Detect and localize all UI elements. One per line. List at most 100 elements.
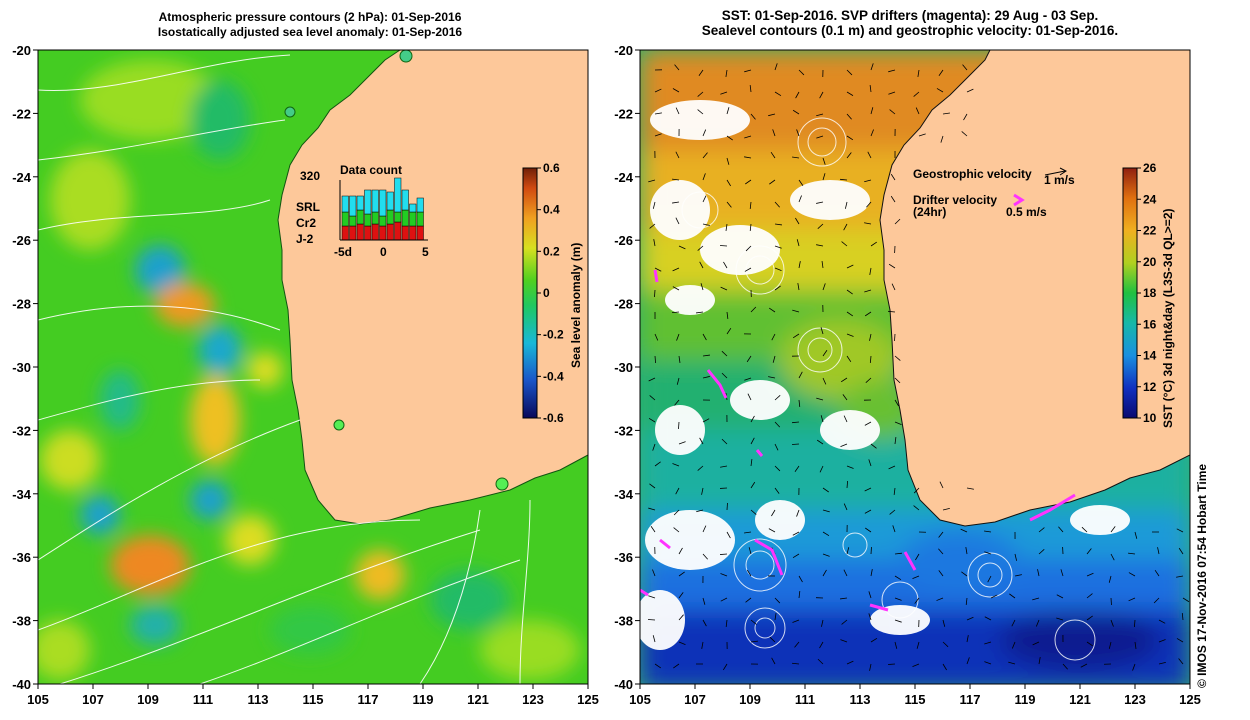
count-bar-segment — [409, 203, 417, 213]
colorbar-tick-label: -0.2 — [543, 328, 564, 342]
velocity-arrow — [1032, 641, 1040, 646]
velocity-arrow — [1181, 612, 1184, 621]
velocity-arrow — [894, 641, 898, 649]
velocity-arrow — [938, 531, 944, 538]
y-tick-label: -40 — [12, 677, 31, 692]
count-bar-segment — [409, 211, 417, 227]
velocity-arrow — [816, 135, 824, 139]
velocity-arrow — [648, 417, 656, 423]
y-tick-label: -20 — [614, 43, 633, 58]
count-bar-segment — [371, 211, 379, 225]
right-map — [640, 50, 1190, 684]
velocity-arrow — [1038, 657, 1041, 665]
right-map-title: SST: 01-Sep-2016. SVP drifters (magenta)… — [640, 8, 1180, 38]
velocity-arrow — [653, 239, 656, 247]
velocity-arrow — [652, 443, 656, 451]
velocity-arrow — [869, 663, 872, 671]
velocity-arrow — [1128, 572, 1136, 577]
colorbar-tick-label: 24 — [1143, 192, 1157, 206]
velocity-arrow — [894, 619, 902, 623]
velocity-arrow — [889, 509, 896, 515]
x-tick-label: 123 — [522, 692, 544, 707]
velocity-arrow — [987, 575, 992, 583]
velocity-arrow — [846, 333, 854, 337]
velocity-arrow — [700, 283, 704, 291]
x-tick-label: 119 — [413, 692, 434, 707]
velocity-arrow — [1132, 663, 1136, 671]
velocity-arrow — [1134, 531, 1138, 539]
velocity-arrow — [1086, 641, 1094, 647]
velocity-arrow — [771, 509, 776, 517]
velocity-arrow — [839, 178, 848, 181]
velocity-arrow — [720, 91, 728, 95]
y-tick-label: -40 — [614, 677, 633, 692]
velocity-arrow — [821, 261, 824, 269]
velocity-arrow — [795, 91, 800, 99]
velocity-arrow — [701, 487, 704, 495]
count-bar-segment — [364, 225, 372, 241]
velocity-arrow — [723, 261, 728, 269]
count-bar-segment — [394, 177, 402, 213]
velocity-arrow — [744, 156, 752, 159]
velocity-arrow — [894, 437, 897, 445]
y-tick-label: -26 — [12, 233, 31, 248]
velocity-arrow — [750, 619, 757, 625]
velocity-arrow — [771, 657, 776, 665]
velocity-arrow — [771, 333, 776, 341]
velocity-arrow — [819, 91, 824, 99]
velocity-arrow — [840, 639, 848, 643]
velocity-arrow — [678, 641, 686, 646]
count-bar-segment — [371, 189, 379, 213]
legend-j2: J-2 — [296, 232, 314, 246]
velocity-arrow — [820, 415, 824, 423]
x-tick-label: 107 — [82, 692, 104, 707]
count-bar-segment — [356, 195, 364, 211]
velocity-arrow — [822, 487, 829, 493]
velocity-arrow — [1081, 526, 1088, 533]
velocity-arrow — [1158, 619, 1166, 624]
velocity-arrow — [672, 286, 680, 291]
velocity-arrow — [768, 528, 776, 533]
velocity-arrow — [821, 619, 824, 627]
velocity-arrow — [675, 107, 680, 115]
velocity-arrow — [701, 641, 704, 649]
velocity-arrow — [962, 64, 968, 71]
velocity-arrow — [648, 179, 656, 183]
velocity-arrow — [887, 310, 896, 313]
velocity-arrow — [961, 571, 968, 577]
left-colorbar: 0.6 0.4 0.2 0 -0.2 -0.4 -0.6 Sea level anomaly… — [522, 161, 583, 425]
count-bar-segment — [416, 197, 424, 213]
velocity-arrow — [913, 487, 920, 494]
data-count-xtick: 0 — [380, 245, 387, 259]
velocity-arrow — [915, 553, 920, 561]
velocity-legend: Geostrophic velocity 1 m/s Drifter veloc… — [913, 167, 1075, 219]
left-australia-land — [277, 50, 588, 525]
velocity-arrow — [822, 553, 830, 557]
velocity-arrow — [816, 244, 824, 247]
velocity-arrow — [1110, 553, 1115, 561]
colorbar-tick-label: 14 — [1143, 349, 1157, 363]
velocity-arrow — [725, 223, 728, 231]
velocity-arrow — [1060, 569, 1064, 577]
velocity-arrow — [696, 509, 704, 513]
velocity-arrow — [890, 195, 896, 203]
velocity-arrow — [984, 530, 992, 533]
velocity-arrow — [1080, 663, 1088, 668]
velocity-arrow — [846, 311, 854, 317]
velocity-arrow — [674, 64, 680, 71]
velocity-arrow — [1009, 593, 1016, 599]
velocity-arrow — [984, 616, 992, 621]
velocity-arrow — [796, 509, 800, 517]
velocity-arrow — [816, 201, 824, 204]
velocity-arrow — [678, 421, 680, 430]
velocity-arrow — [673, 527, 680, 533]
left-sla-field — [38, 60, 580, 680]
velocity-arrow — [819, 465, 824, 473]
colorbar-tick-label: 12 — [1143, 380, 1157, 394]
velocity-arrow — [866, 201, 872, 208]
velocity-arrow — [1154, 569, 1160, 577]
velocity-arrow — [791, 421, 800, 424]
velocity-arrow — [888, 465, 896, 470]
velocity-arrow — [675, 217, 680, 225]
velocity-arrow — [840, 443, 848, 447]
